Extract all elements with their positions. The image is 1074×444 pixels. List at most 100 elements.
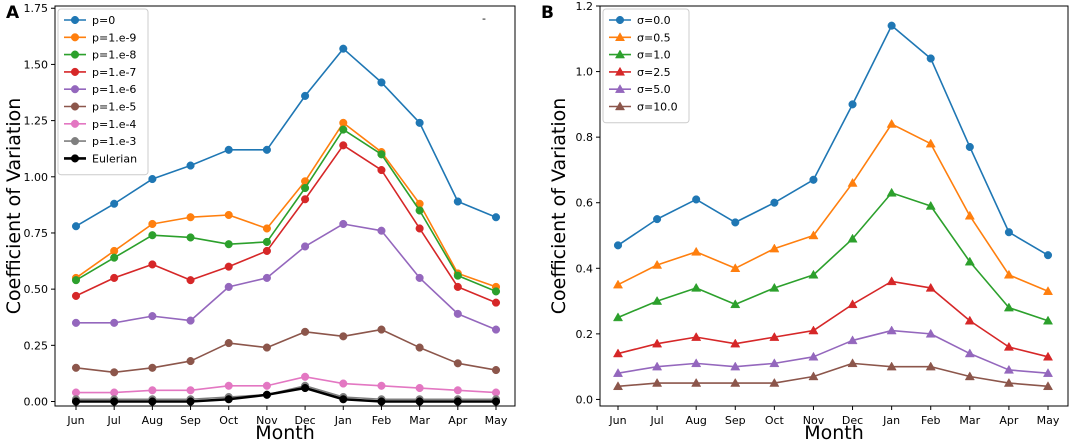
panel-a-data-point <box>377 78 386 87</box>
panel-a-legend-label: p=1.e-5 <box>92 101 136 114</box>
panel-a-legend-label: p=1.e-9 <box>92 31 136 44</box>
panel-b-data-point <box>847 358 858 368</box>
panel-b-legend-item: σ=0.0 <box>609 14 671 27</box>
panel-b-data-point <box>1042 351 1054 361</box>
panel-a-data-point <box>110 253 119 262</box>
panel-a-x-tick-label: Jul <box>107 414 121 427</box>
panel-b-legend-label: σ=5.0 <box>637 83 671 96</box>
panel-b-data-point <box>691 282 702 292</box>
panel-a-data-point <box>262 381 271 390</box>
panel-a-legend-item: p=1.e-4 <box>64 118 136 131</box>
panel-a-legend-item: p=1.e-6 <box>64 83 136 96</box>
panel-a-data-point <box>491 325 501 334</box>
panel-a-legend-marker <box>70 50 80 59</box>
panel-a-legend-marker <box>70 85 80 94</box>
panel-b-x-tick-label: Aug <box>685 414 706 427</box>
panel-a-data-point <box>377 226 386 235</box>
panel-b-frame <box>599 5 1069 407</box>
panel-a-legend-marker <box>70 15 80 25</box>
panel-b-y-tick-label: 0.4 <box>576 262 594 275</box>
panel-b-data-point <box>653 215 662 224</box>
panel-b-legend-label: σ=0.0 <box>637 14 671 27</box>
panel-b-x-tick-label: Dec <box>842 414 863 427</box>
panel-a-x-tick-label: Jun <box>66 414 84 427</box>
panel-b-data-point <box>691 358 702 368</box>
panel-b-data-point <box>926 54 935 63</box>
panel-a-y-ticks: 0.00 0.25 0.50 0.75 1.00 1.25 1.50 1.75 <box>24 2 55 409</box>
panel-a-data-point <box>110 397 119 406</box>
panel-a-series <box>71 44 501 406</box>
panel-a-data-point <box>415 118 424 127</box>
panel-b-legend-marker <box>614 32 626 41</box>
panel-b-data-point <box>652 295 663 305</box>
panel-a-series-3 <box>71 141 501 307</box>
panel-a-data-point <box>453 359 462 368</box>
panel-b-legend-item: σ=2.5 <box>609 66 671 79</box>
panel-b: B 0.0 0.2 0.4 0.6 0.8 1.0 1.2 Jun Jul Aug Sep Oct N… <box>541 0 1069 444</box>
panel-a-x-tick-label: Feb <box>372 414 391 427</box>
panel-a-data-point <box>491 298 501 307</box>
panel-b-legend-item: σ=0.5 <box>609 31 671 44</box>
panel-b-data-point <box>1042 286 1054 295</box>
panel-b-x-tick-label: Apr <box>999 414 1019 427</box>
panel-b-data-point <box>964 315 975 325</box>
panel-a-data-point <box>110 199 119 208</box>
panel-a-data-point <box>110 318 119 327</box>
panel-a-legend-label: p=0 <box>92 14 115 27</box>
panel-a-data-point <box>377 325 386 334</box>
panel-b-data-point <box>769 377 780 387</box>
panel-a-series-line <box>75 47 497 227</box>
panel-b-series-4 <box>612 325 1054 377</box>
panel-b-x-tick-label: Mar <box>959 414 980 427</box>
panel-a-legend-item: p=1.e-7 <box>64 66 136 79</box>
panel-b-series-5 <box>612 358 1054 391</box>
panel-b-x-tick-label: Jun <box>608 414 626 427</box>
panel-a-series-line <box>75 122 497 288</box>
panel-a-data-point <box>262 224 271 233</box>
panel-a-data-point <box>453 282 462 291</box>
panel-a-data-point <box>262 246 271 255</box>
panel-b-data-point <box>964 371 975 381</box>
panel-b-data-point <box>1003 269 1014 279</box>
panel-b-x-tick-label: Jul <box>649 414 663 427</box>
panel-b-series-1 <box>612 118 1054 295</box>
panel-a-series-line <box>75 128 497 293</box>
panel-b-data-point <box>886 361 897 371</box>
panel-a-data-point <box>415 397 424 406</box>
panel-b-legend-item: σ=10.0 <box>609 101 678 114</box>
panel-a-data-point <box>71 318 81 327</box>
panel-a-data-point <box>491 397 501 406</box>
panel-b-legend-label: σ=1.0 <box>637 49 671 62</box>
panel-a-data-point <box>262 237 271 247</box>
panel-a-data-point <box>148 231 157 240</box>
panel-a-data-point <box>301 195 310 204</box>
panel-a-data-point <box>148 397 157 406</box>
panel-a-data-point <box>339 125 348 134</box>
panel-b-data-point <box>730 361 741 371</box>
panel-b-data-point <box>965 142 974 152</box>
panel-b-data-point <box>808 269 819 279</box>
panel-b-series-line <box>617 329 1049 375</box>
panel-b-x-tick-label: May <box>1037 414 1060 427</box>
panel-a-data-point <box>148 363 157 372</box>
panel-a-data-point <box>491 213 501 222</box>
panel-a-legend-label: Eulerian <box>92 152 137 165</box>
panel-b-data-point <box>652 338 663 348</box>
panel-a-y-tick-label: 0.00 <box>24 396 49 409</box>
panel-a-data-point <box>453 386 462 395</box>
panel-b-legend-marker <box>614 84 626 93</box>
panel-a-series-8 <box>71 383 501 406</box>
panel-a-data-point <box>148 174 157 184</box>
panel-a-legend-box <box>57 8 149 176</box>
panel-a-data-point <box>186 397 195 406</box>
panel-b-data-point <box>1003 341 1014 351</box>
panel-a-legend-item: p=1.e-3 <box>64 135 136 148</box>
panel-a-legend-label: p=1.e-6 <box>92 83 136 96</box>
panel-a-x-ticks: Jun Jul Aug Sep Oct Nov Dec Jan Feb Mar Apr May <box>66 406 508 427</box>
panel-b-y-tick-label: 1.2 <box>576 0 594 13</box>
panel-a-data-point <box>491 388 501 397</box>
panel-a-data-point <box>339 332 348 341</box>
panel-a-data-point <box>224 282 233 291</box>
panel-b-data-point <box>847 233 858 243</box>
panel-b-legend: σ=0.0 σ=0.5 σ=1.0 σ=2.5 σ=5.0 σ=10.0 <box>602 8 690 124</box>
